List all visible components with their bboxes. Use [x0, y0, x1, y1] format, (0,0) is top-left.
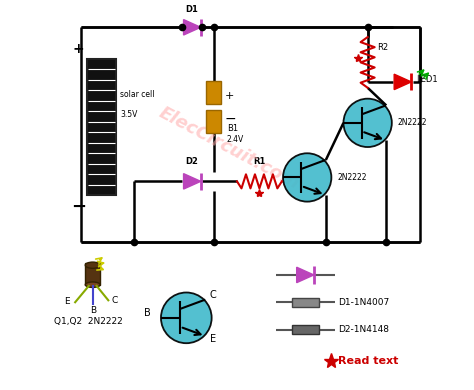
Text: B: B: [145, 308, 151, 318]
Polygon shape: [394, 74, 411, 90]
Text: +: +: [225, 90, 234, 101]
Bar: [292, 325, 319, 334]
Text: R2: R2: [377, 43, 389, 52]
Text: D1: D1: [186, 5, 199, 14]
Text: B1: B1: [227, 124, 238, 133]
Text: Q1,Q2  2N2222: Q1,Q2 2N2222: [55, 317, 123, 326]
Text: 2.4V: 2.4V: [227, 135, 244, 144]
Text: LED1: LED1: [416, 75, 438, 85]
Text: ElecCircuit.com: ElecCircuit.com: [156, 104, 302, 193]
Text: solar cell: solar cell: [120, 90, 155, 99]
Text: R1: R1: [253, 157, 265, 166]
Text: B: B: [91, 306, 97, 315]
Circle shape: [161, 292, 212, 343]
Text: E: E: [64, 297, 70, 306]
Bar: [206, 81, 221, 104]
Bar: [206, 110, 221, 133]
Text: D2-1N4148: D2-1N4148: [338, 325, 390, 334]
Circle shape: [344, 99, 392, 147]
Text: Read text: Read text: [338, 356, 399, 366]
Ellipse shape: [85, 282, 100, 287]
Text: −: −: [225, 112, 237, 126]
Text: D2: D2: [186, 157, 199, 166]
Polygon shape: [183, 174, 201, 189]
Circle shape: [283, 153, 331, 202]
Text: C: C: [111, 296, 117, 305]
Bar: [85, 263, 100, 285]
Text: 2N2222: 2N2222: [337, 173, 367, 182]
Ellipse shape: [85, 262, 100, 268]
Text: −: −: [71, 198, 86, 216]
Text: 2N2222: 2N2222: [398, 118, 427, 128]
Bar: [87, 58, 116, 195]
Text: +: +: [73, 42, 84, 56]
Text: E: E: [210, 333, 216, 344]
Text: D1-1N4007: D1-1N4007: [338, 298, 390, 307]
Text: C: C: [210, 290, 217, 300]
Polygon shape: [183, 20, 201, 35]
Polygon shape: [297, 267, 314, 283]
Bar: [292, 298, 319, 307]
Text: 3.5V: 3.5V: [120, 110, 137, 119]
